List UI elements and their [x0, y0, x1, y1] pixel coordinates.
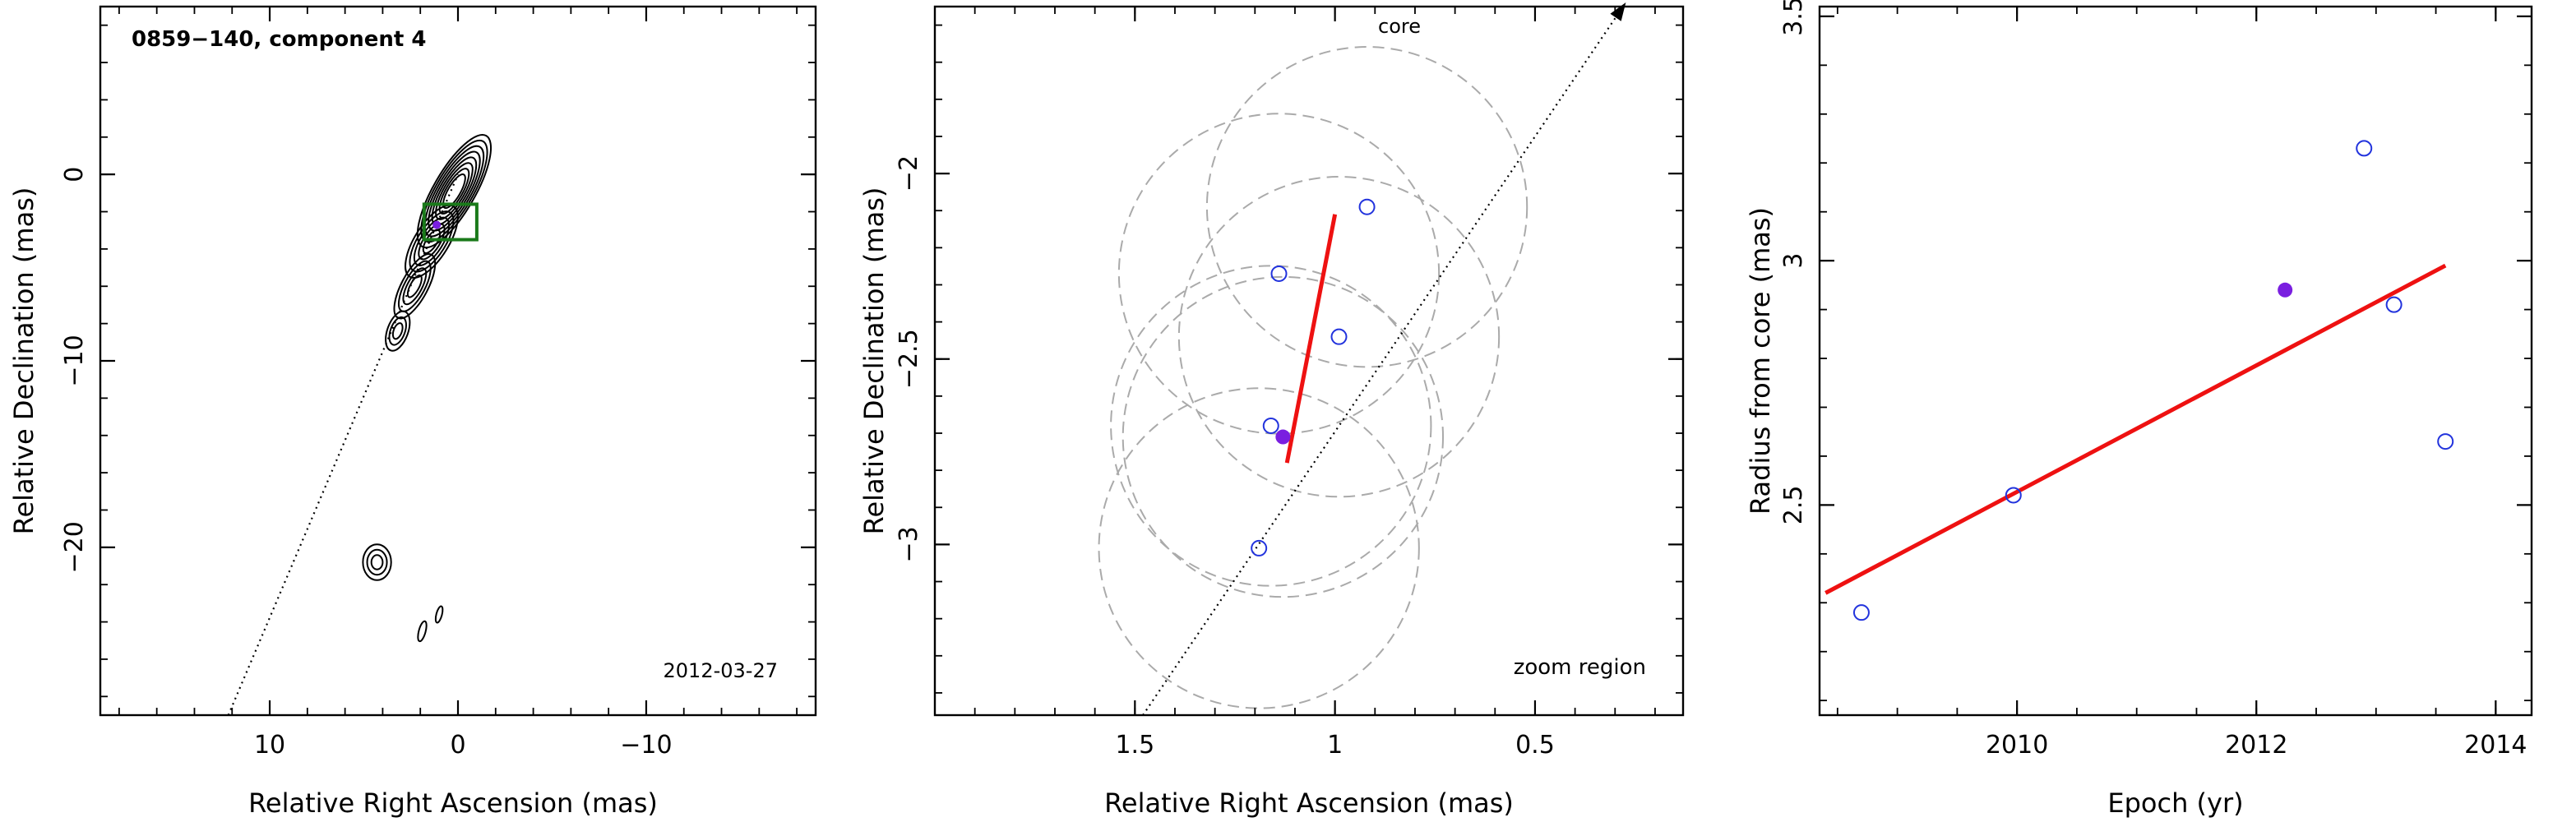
- core-label: core: [1378, 15, 1421, 38]
- x-tick-label: 0: [450, 731, 465, 760]
- data-point: [2385, 296, 2403, 313]
- panel-3: 2010 2012 2014 2.5 3 3.5 Epoch (yr) Radius fr…: [1745, 0, 2533, 819]
- data-point: [2005, 487, 2022, 504]
- x-tick-label: 2012: [2225, 731, 2287, 760]
- contour-line: [388, 316, 407, 346]
- data-point: [1270, 265, 1288, 282]
- plot-frame: [1818, 5, 2533, 717]
- chart-title: 0859−140, component 4: [132, 27, 426, 52]
- panel-2: 1.5 1 0.5 −2 −2.5 −3 core zoom region Relativ…: [858, 2, 1685, 819]
- y-axis-label: Relative Declination (mas): [8, 187, 39, 535]
- y-tick-label: −2: [895, 155, 923, 192]
- contour-line: [402, 267, 428, 306]
- error-circle: [1110, 265, 1432, 587]
- data-point: [2437, 433, 2454, 450]
- data-point: [1358, 198, 1376, 215]
- x-tick-label: 2010: [1986, 731, 2048, 760]
- error-circles: [1098, 46, 1528, 709]
- y-tick-label: −3: [895, 526, 923, 562]
- y-tick-label: 2.5: [1779, 486, 1808, 525]
- highlight-point: [1275, 429, 1291, 445]
- error-circle: [1122, 275, 1445, 598]
- fit-line: [1284, 214, 1338, 464]
- y-tick-label: 0: [60, 167, 89, 182]
- contour-line: [405, 204, 459, 279]
- core-arrow-head: [1610, 2, 1626, 21]
- data-points: [1251, 198, 1376, 556]
- data-point: [1852, 604, 1870, 621]
- x-axis-label: Relative Right Ascension (mas): [1104, 787, 1514, 819]
- x-tick-label: 2014: [2464, 731, 2527, 760]
- jet-axis-line: [227, 173, 460, 716]
- x-tick-label: 10: [254, 731, 285, 760]
- data-point: [1330, 328, 1348, 345]
- y-tick-label: 3: [1779, 253, 1808, 269]
- y-tick-label: −20: [60, 521, 89, 573]
- contour-line: [366, 548, 388, 576]
- y-axis-label: Relative Declination (mas): [858, 187, 890, 535]
- data-point: [1251, 539, 1268, 556]
- x-tick-label: −10: [620, 731, 672, 760]
- error-circle: [1177, 176, 1501, 498]
- contour-line: [406, 274, 423, 298]
- contour-line: [385, 310, 411, 352]
- error-circle: [1117, 113, 1441, 435]
- contour-line: [417, 620, 428, 643]
- data-point: [2356, 140, 2373, 157]
- highlight-point: [2278, 282, 2293, 298]
- contour-line: [442, 173, 466, 210]
- contour-line: [370, 554, 384, 570]
- y-tick-label: 3.5: [1779, 0, 1808, 36]
- core-direction-line: [1142, 6, 1624, 716]
- plot-frame: [933, 5, 1685, 717]
- contour-line: [391, 322, 404, 340]
- x-tick-label: 1.5: [1115, 731, 1154, 760]
- data-points: [1852, 140, 2454, 621]
- x-axis-label: Relative Right Ascension (mas): [248, 787, 658, 819]
- x-tick-label: 0.5: [1515, 731, 1555, 760]
- axis-ticks: 10 0 −10 0 −10 −20: [60, 7, 816, 760]
- y-tick-label: −2.5: [895, 329, 923, 389]
- axis-ticks: 1.5 1 0.5 −2 −2.5 −3: [895, 7, 1683, 760]
- error-circle: [1205, 46, 1528, 368]
- y-axis-label: Radius from core (mas): [1745, 207, 1776, 515]
- x-axis-label: Epoch (yr): [2107, 787, 2243, 819]
- contour-line: [362, 543, 392, 581]
- x-tick-label: 1: [1327, 731, 1343, 760]
- component-marker: [432, 220, 442, 229]
- error-circle: [1098, 387, 1420, 709]
- zoom-region-box: [422, 202, 479, 242]
- data-point: [1262, 417, 1279, 434]
- contour-line: [434, 605, 444, 624]
- plot-frame: [99, 5, 817, 717]
- y-tick-label: −10: [60, 335, 89, 386]
- date-label: 2012-03-27: [664, 659, 778, 682]
- fit-line: [1824, 263, 2447, 595]
- contour-line: [416, 133, 493, 249]
- axis-ticks: 2010 2012 2014 2.5 3 3.5: [1779, 0, 2532, 760]
- panel-1: 10 0 −10 0 −10 −20 0859−140, component 4 2012…: [8, 5, 817, 819]
- contour-map: [362, 133, 493, 643]
- contour-line: [428, 150, 481, 232]
- zoom-region-label: zoom region: [1514, 655, 1646, 680]
